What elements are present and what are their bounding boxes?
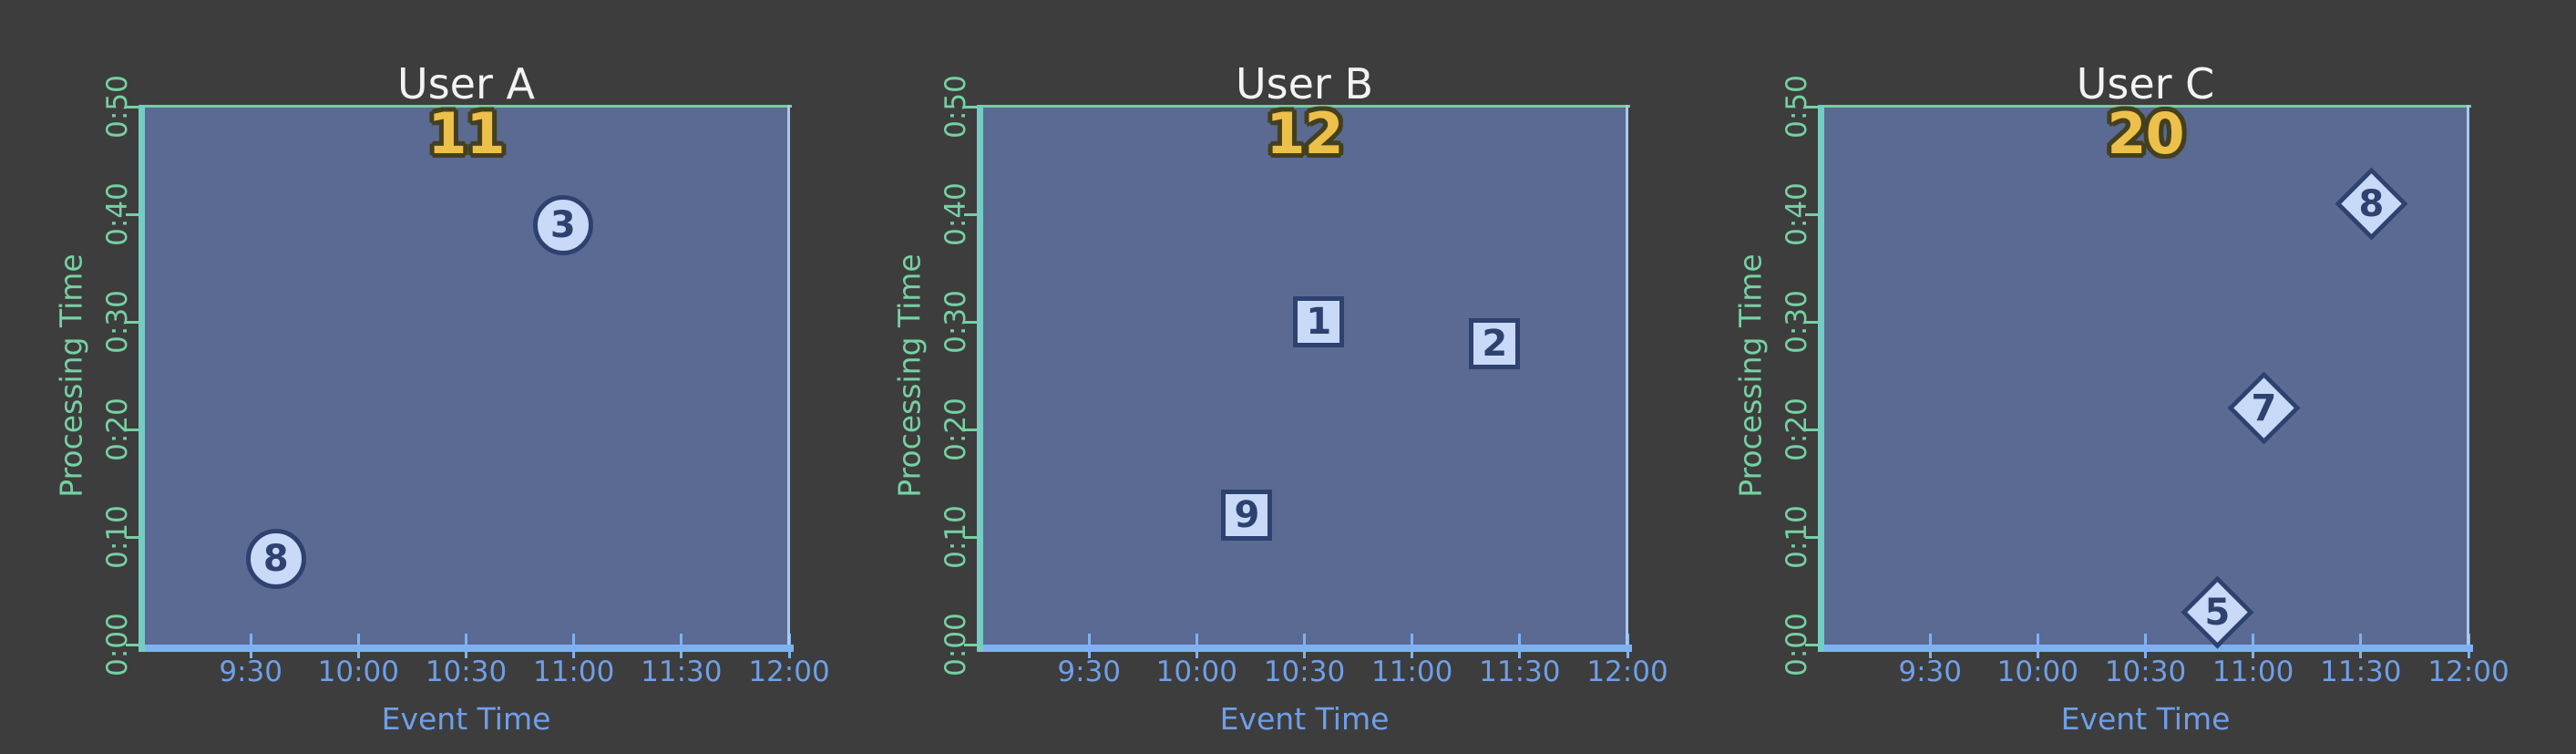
marker-value: 8: [262, 537, 289, 580]
circle-marker: 3: [532, 194, 593, 255]
x-tick-label: 11:30: [1479, 656, 1561, 688]
y-tick-mark: [1805, 535, 1821, 539]
y-tick-mark: [126, 428, 141, 431]
y-tick-label: 0:50: [1781, 75, 1813, 139]
x-tick-label: 11:00: [2212, 656, 2294, 688]
x-axis-label: Event Time: [1219, 701, 1390, 737]
axis-spine: [1818, 105, 2471, 108]
x-tick-label: 10:00: [1155, 656, 1237, 688]
square-marker: 1: [1293, 296, 1345, 347]
x-tick-label: 11:30: [641, 656, 723, 688]
x-tick-label: 10:30: [1263, 656, 1346, 688]
square-marker: 9: [1221, 490, 1273, 542]
y-tick-mark: [964, 643, 980, 646]
sum-badge: 11: [427, 100, 505, 167]
x-tick-label: 10:30: [425, 656, 508, 688]
y-tick-mark: [1805, 320, 1821, 324]
axis-spine: [1818, 645, 2473, 652]
y-tick-mark: [964, 320, 980, 324]
axis-spine: [787, 105, 790, 646]
sum-badge: 12: [1266, 100, 1343, 167]
marker-value: 5: [2204, 591, 2231, 634]
y-tick-mark: [964, 535, 980, 539]
marker-value: 1: [1306, 301, 1332, 343]
x-tick-label: 11:30: [2320, 656, 2402, 688]
panel-title: User C: [2076, 59, 2215, 109]
y-tick-mark: [1805, 212, 1821, 216]
axis-spine: [139, 105, 145, 652]
x-tick-label: 10:30: [2104, 656, 2187, 688]
panel-title: User B: [1235, 59, 1374, 109]
plot-area: [981, 107, 1627, 645]
y-tick-mark: [126, 212, 141, 216]
y-tick-mark: [126, 320, 141, 324]
axis-spine: [139, 105, 792, 108]
y-tick-mark: [1805, 428, 1821, 431]
y-tick-label: 0:10: [1781, 505, 1813, 569]
sum-badge: 20: [2107, 100, 2184, 167]
y-tick-mark: [964, 212, 980, 216]
y-tick-label: 0:30: [1781, 290, 1813, 354]
axis-spine: [1818, 105, 1824, 652]
circle-marker: 8: [245, 528, 306, 589]
y-tick-mark: [126, 105, 141, 108]
axis-spine: [977, 105, 1630, 108]
x-tick-label: 9:30: [219, 656, 282, 688]
x-tick-label: 9:30: [1898, 656, 1962, 688]
y-tick-mark: [964, 428, 980, 431]
marker-value: 2: [1482, 322, 1508, 365]
y-tick-mark: [964, 105, 980, 108]
marker-value: 3: [549, 203, 576, 246]
x-tick-label: 10:00: [317, 656, 399, 688]
x-tick-label: 12:00: [748, 656, 830, 688]
x-tick-label: 11:00: [532, 656, 615, 688]
y-tick-label: 0:40: [1781, 182, 1813, 246]
x-tick-label: 12:00: [2427, 656, 2509, 688]
x-axis-label: Event Time: [381, 701, 551, 737]
y-tick-mark: [1805, 105, 1821, 108]
x-tick-label: 12:00: [1586, 656, 1668, 688]
y-tick-label: 0:00: [1781, 613, 1813, 677]
square-marker: 2: [1469, 317, 1521, 369]
x-tick-label: 11:00: [1370, 656, 1453, 688]
axis-spine: [139, 645, 794, 652]
x-tick-label: 10:00: [1996, 656, 2078, 688]
x-tick-label: 9:30: [1057, 656, 1121, 688]
y-tick-label: 0:20: [1781, 398, 1813, 461]
x-axis-label: Event Time: [2060, 701, 2231, 737]
axis-spine: [977, 105, 983, 652]
marker-value: 7: [2251, 387, 2277, 429]
y-axis-label: Processing Time: [1732, 253, 1769, 498]
y-tick-mark: [1805, 643, 1821, 646]
axis-spine: [1626, 105, 1628, 646]
axis-spine: [2467, 105, 2469, 646]
panel-title: User A: [397, 59, 535, 109]
axis-spine: [977, 645, 1632, 652]
y-tick-mark: [126, 535, 141, 539]
marker-value: 9: [1234, 494, 1260, 537]
y-tick-mark: [126, 643, 141, 646]
marker-value: 8: [2358, 182, 2385, 225]
